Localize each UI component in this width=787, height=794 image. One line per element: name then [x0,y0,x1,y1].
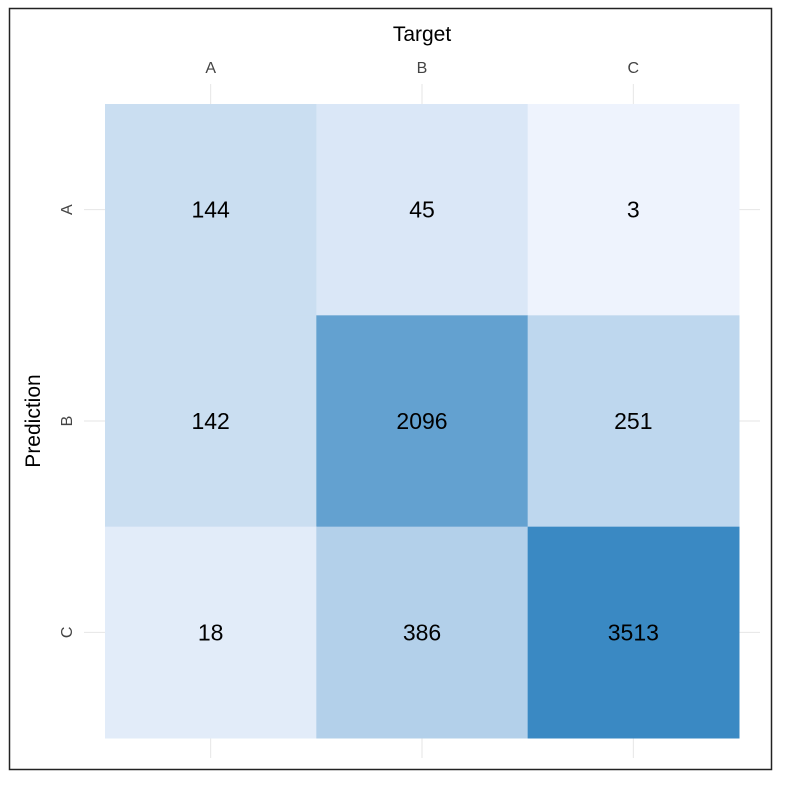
cell-pred-c-target-b [316,526,529,739]
cell-value-pred-b-target-a: 142 [191,408,229,434]
cell-pred-b-target-b [316,315,529,528]
cell-value-pred-b-target-b: 2096 [396,408,447,434]
y-tick-label-c: C [59,627,76,639]
cell-pred-a-target-a [105,104,317,316]
y-tick-label-a: A [59,204,76,215]
cell-value-pred-a-target-b: 45 [409,197,435,223]
axis-ticks: A B C A B C [59,60,639,638]
x-tick-label-b: B [417,60,428,77]
cell-value-pred-b-target-c: 251 [614,408,652,434]
x-tick-label-c: C [628,60,640,77]
cell-pred-a-target-c [527,104,740,316]
cell-value-pred-c-target-b: 386 [403,619,441,645]
cell-value-pred-c-target-a: 18 [198,619,224,645]
cell-value-labels: 144 45 3 142 2096 251 18 386 3513 [191,197,658,646]
cell-pred-c-target-a [105,526,317,739]
y-tick-label-b: B [59,416,76,427]
y-axis-title: Prediction [22,374,45,467]
cell-value-pred-c-target-c: 3513 [608,619,659,645]
cell-value-pred-a-target-a: 144 [191,197,230,223]
cell-pred-c-target-c [527,526,740,739]
cell-pred-a-target-b [316,104,529,316]
heatmap-cells [105,104,740,739]
x-axis-title: Target [393,23,452,46]
cell-pred-b-target-c [527,315,740,528]
cell-value-pred-a-target-c: 3 [627,197,640,223]
x-tick-label-a: A [205,60,216,77]
cell-pred-b-target-a [105,315,317,528]
